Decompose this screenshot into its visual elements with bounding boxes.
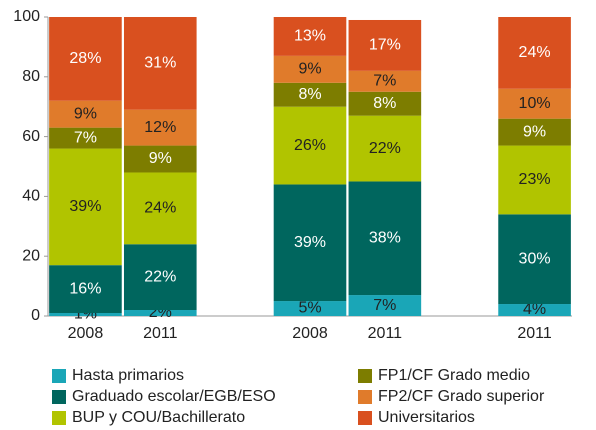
- bar-segment: [498, 88, 571, 119]
- bar-segment: [348, 295, 422, 316]
- y-tick-label: 80: [22, 68, 40, 85]
- data-label: 39%: [294, 234, 326, 251]
- data-label: 39%: [69, 198, 101, 215]
- legend-swatch: [52, 390, 66, 404]
- bar-segment: [123, 109, 197, 146]
- bar-segment: [49, 17, 122, 101]
- legend-label: Hasta primarios: [72, 367, 184, 384]
- bar-segment: [273, 301, 347, 316]
- legend-label: BUP y COU/Bachillerato: [72, 409, 245, 426]
- data-label: 10%: [519, 95, 551, 112]
- y-tick-label: 100: [13, 8, 40, 25]
- bar-segment: [123, 17, 197, 110]
- bar-segment: [498, 214, 571, 305]
- bar-segment: [49, 127, 122, 149]
- bar-segment: [348, 91, 422, 116]
- data-label: 16%: [69, 280, 101, 297]
- bar-segment: [498, 118, 571, 146]
- bar-segment: [273, 55, 347, 83]
- data-label: 13%: [294, 28, 326, 45]
- data-label: 22%: [144, 268, 176, 285]
- legend-label: FP2/CF Grado superior: [378, 388, 545, 405]
- bar-segment: [123, 310, 197, 316]
- data-label: 9%: [149, 150, 172, 167]
- data-label: 8%: [373, 95, 396, 112]
- data-label: 26%: [294, 137, 326, 154]
- data-label: 22%: [369, 140, 401, 157]
- bar-segment: [348, 181, 422, 296]
- x-tick-label: 2008: [292, 325, 328, 342]
- data-label: 24%: [519, 44, 551, 61]
- legend-swatch: [52, 369, 66, 383]
- data-label: 9%: [298, 61, 321, 78]
- bar-segment: [498, 145, 571, 215]
- y-tick-label: 60: [22, 128, 40, 145]
- legend-label: Graduado escolar/EGB/ESO: [72, 388, 276, 405]
- bar-segment: [49, 265, 122, 314]
- bar-segment: [348, 19, 422, 71]
- bar-segment: [498, 304, 571, 316]
- data-label: 38%: [369, 229, 401, 246]
- legend-swatch: [358, 369, 372, 383]
- bar-segment: [123, 244, 197, 311]
- legend-swatch: [358, 390, 372, 404]
- data-label: 7%: [373, 297, 396, 314]
- data-label: 24%: [144, 200, 176, 217]
- data-label: 5%: [298, 300, 321, 317]
- legend-swatch: [52, 411, 66, 425]
- data-label: 31%: [144, 55, 176, 72]
- bar-segment: [498, 17, 571, 89]
- legend-label: Universitarios: [378, 409, 475, 426]
- data-label: 9%: [523, 123, 546, 140]
- data-label: 17%: [369, 37, 401, 54]
- data-label: 7%: [74, 129, 97, 146]
- data-label: 7%: [373, 73, 396, 90]
- x-tick-label: 2011: [368, 325, 403, 342]
- legend-swatch: [358, 411, 372, 425]
- bar-segment: [123, 172, 197, 245]
- bar-segment: [49, 313, 122, 316]
- x-tick-label: 2008: [68, 325, 104, 342]
- y-tick-label: 0: [31, 307, 40, 324]
- data-label: 30%: [519, 250, 551, 267]
- x-tick-label: 2011: [143, 325, 178, 342]
- bar-segment: [49, 148, 122, 266]
- legend-label: FP1/CF Grado medio: [378, 367, 530, 384]
- bar-segment: [273, 106, 347, 185]
- bar-segment: [123, 145, 197, 173]
- x-tick-label: 2011: [517, 325, 552, 342]
- data-label: 12%: [144, 119, 176, 136]
- bar-segment: [348, 70, 422, 92]
- y-tick-label: 20: [22, 247, 40, 264]
- data-label: 8%: [298, 86, 321, 103]
- data-label: 28%: [69, 50, 101, 67]
- data-label: 23%: [519, 171, 551, 188]
- y-tick-label: 40: [22, 188, 40, 205]
- bar-segment: [273, 17, 347, 56]
- data-label: 9%: [74, 105, 97, 122]
- bar-segment: [49, 100, 122, 128]
- bar-segment: [273, 184, 347, 302]
- data-label: 4%: [523, 301, 546, 318]
- bar-segment: [273, 82, 347, 107]
- bar-segment: [348, 115, 422, 182]
